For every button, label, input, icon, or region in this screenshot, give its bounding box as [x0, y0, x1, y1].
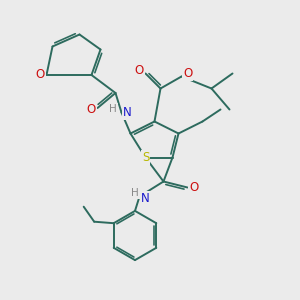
Text: N: N [141, 192, 150, 206]
Text: O: O [190, 181, 199, 194]
Text: O: O [86, 103, 95, 116]
Text: N: N [123, 106, 132, 119]
Text: H: H [109, 104, 116, 115]
Text: S: S [142, 151, 149, 164]
Text: H: H [131, 188, 139, 198]
Text: O: O [183, 67, 192, 80]
Text: O: O [134, 64, 143, 77]
Text: O: O [35, 68, 44, 82]
